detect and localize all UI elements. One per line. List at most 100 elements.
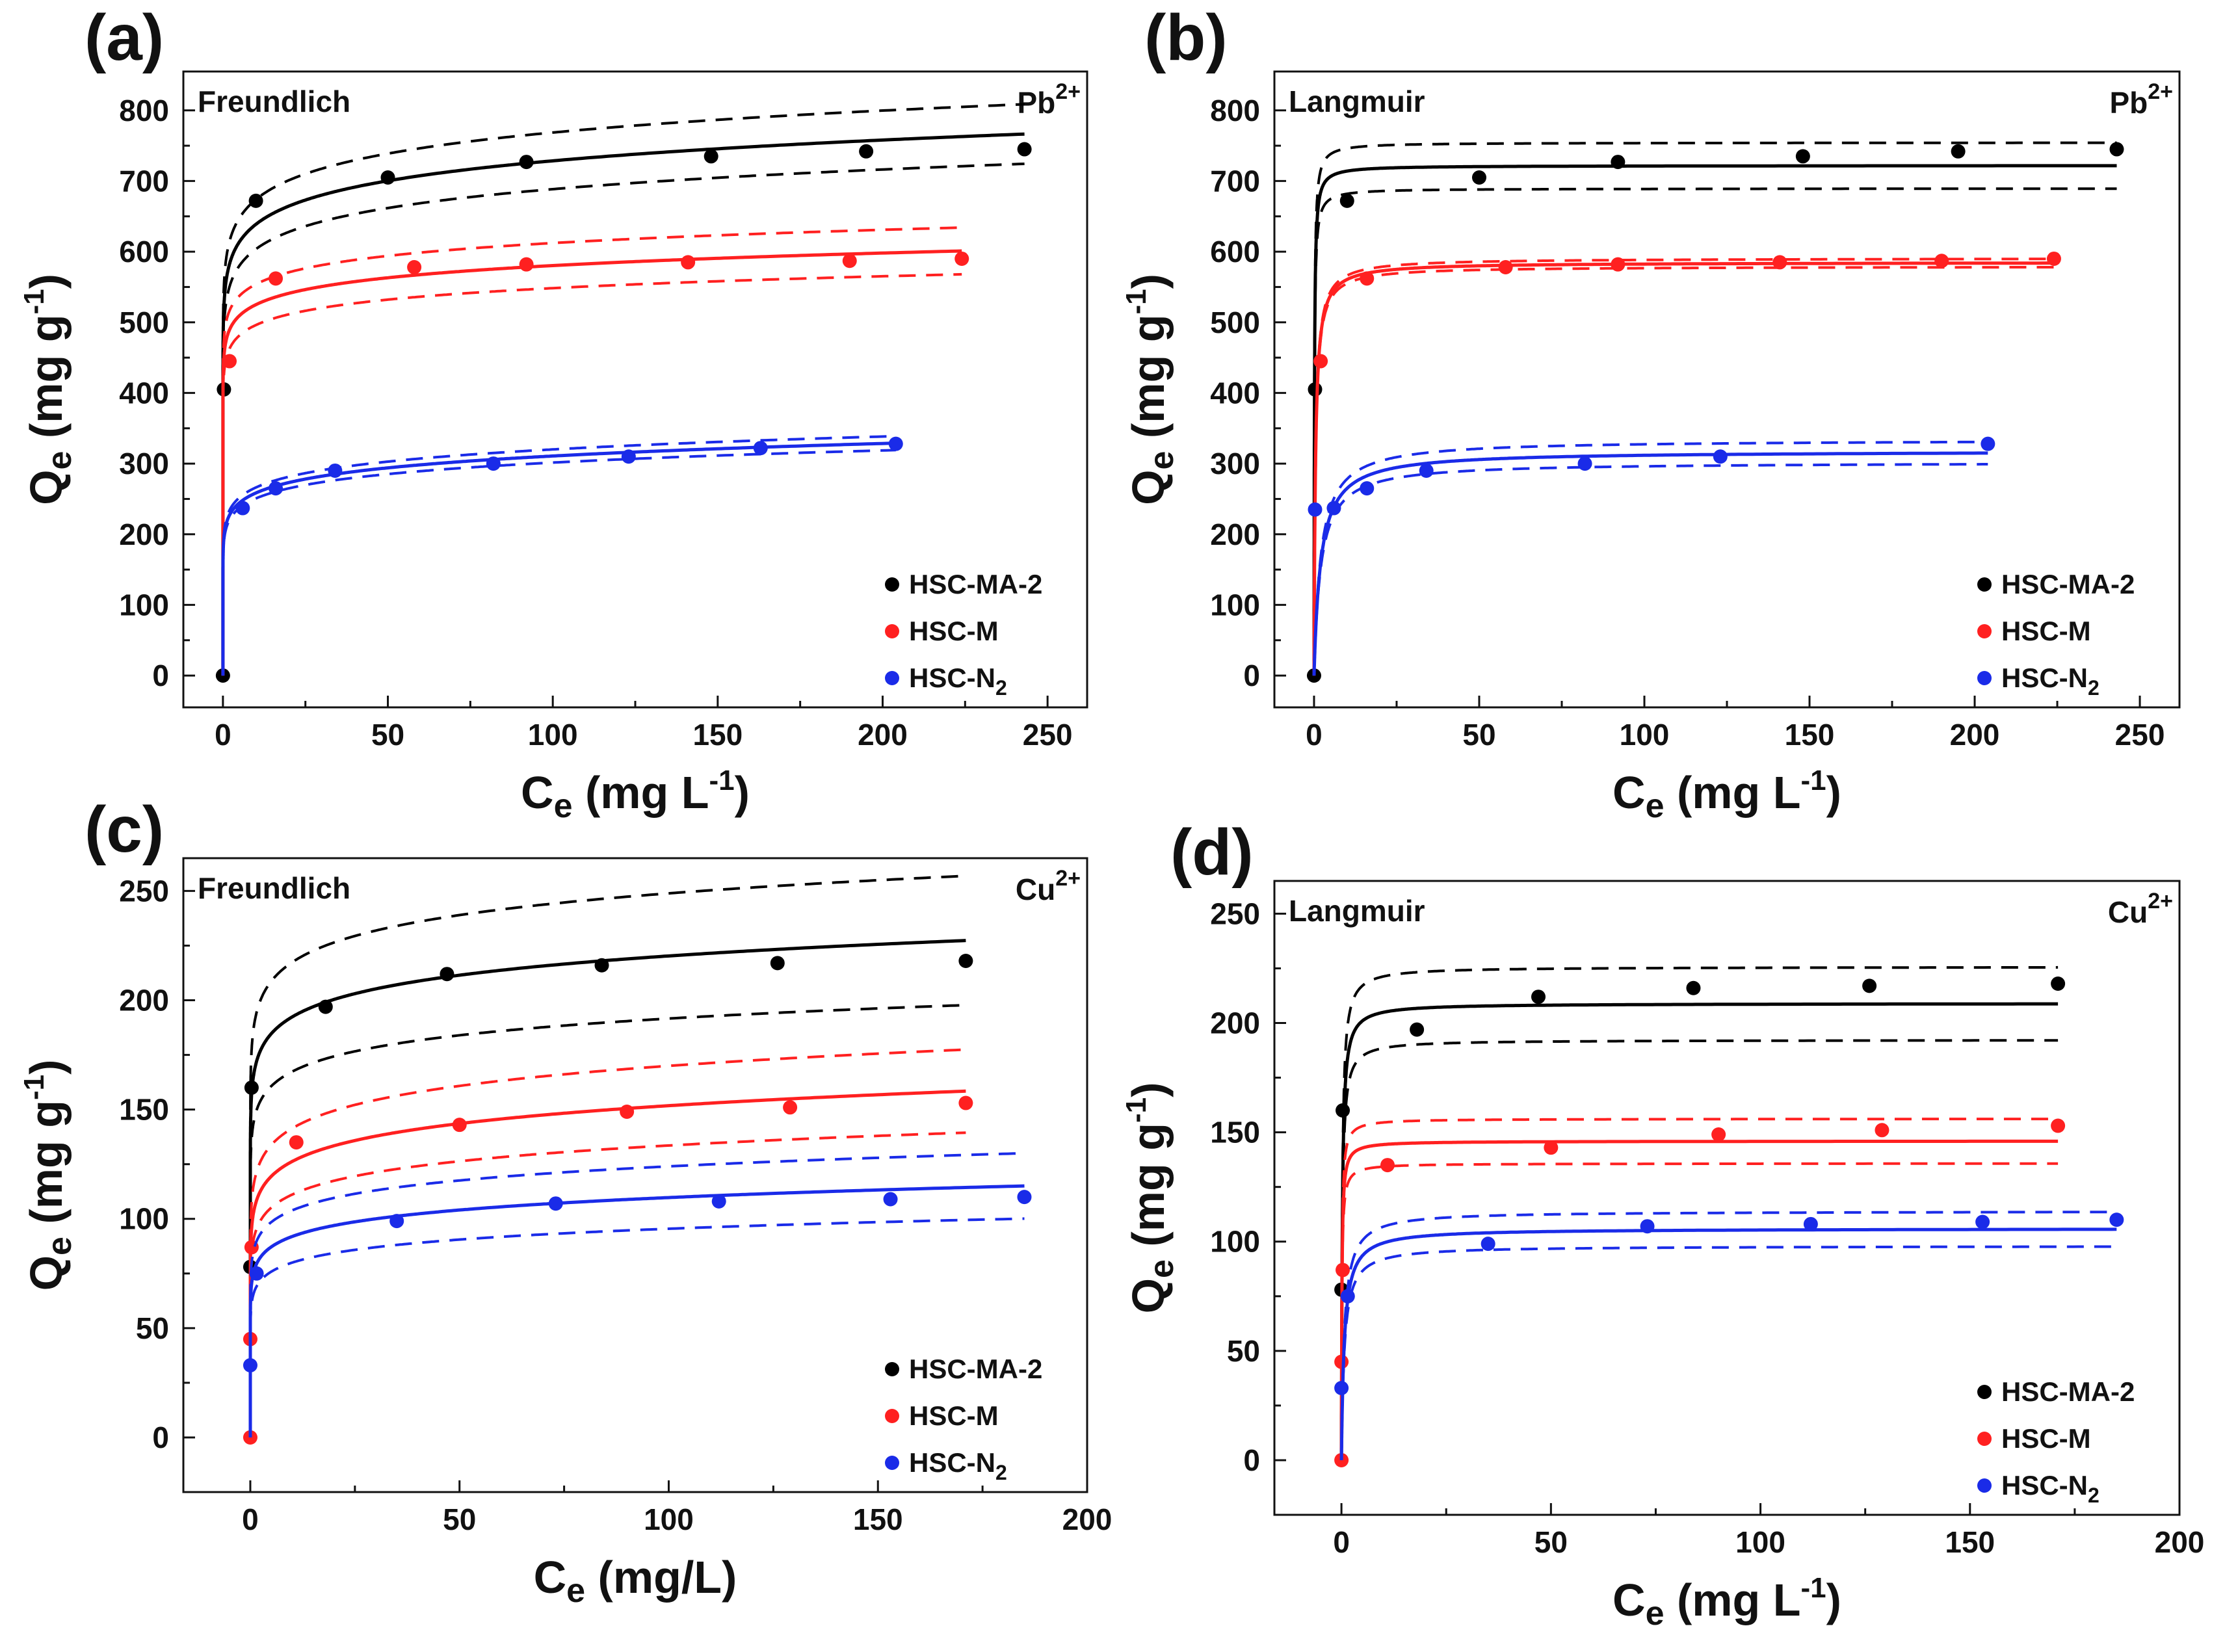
fit-curve-hsc-m xyxy=(1312,261,2054,676)
data-point-hsc-ma-2 xyxy=(1308,382,1323,397)
data-point-hsc-n2 xyxy=(2109,1213,2124,1227)
ion-label: Pb2+ xyxy=(1017,79,1081,120)
data-point-hsc-n2 xyxy=(1713,449,1728,464)
y-tick-label: 150 xyxy=(1210,1116,1260,1149)
x-axis-title: Ce (mg L-1) xyxy=(1613,765,1841,825)
y-tick-label: 50 xyxy=(136,1311,169,1345)
y-tick-label: 0 xyxy=(1243,1443,1260,1477)
y-tick-label: 150 xyxy=(119,1093,169,1127)
x-axis-title: Ce (mg L-1) xyxy=(521,765,750,825)
data-point-hsc-ma-2 xyxy=(1410,1022,1425,1037)
data-point-hsc-ma-2 xyxy=(1336,1103,1350,1118)
data-point-hsc-n2 xyxy=(548,1196,563,1211)
data-point-hsc-ma-2 xyxy=(519,155,534,170)
data-point-hsc-ma-2 xyxy=(244,1081,259,1095)
data-point-hsc-ma-2 xyxy=(859,144,874,159)
legend-marker-hsc-ma-2 xyxy=(885,577,899,592)
y-tick-label: 0 xyxy=(152,659,169,692)
data-point-hsc-m xyxy=(2051,1118,2066,1133)
data-point-hsc-n2 xyxy=(1975,1214,1990,1229)
y-axis-title: Qe (mg g-1) xyxy=(1120,274,1181,505)
x-tick-label: 0 xyxy=(1306,718,1323,752)
data-point-hsc-n2 xyxy=(753,441,768,456)
data-point-hsc-ma-2 xyxy=(1951,144,1966,159)
legend-label-hsc-m: HSC-M xyxy=(909,616,999,646)
x-tick-label: 200 xyxy=(1950,718,2000,752)
data-point-hsc-ma-2 xyxy=(2109,142,2124,157)
y-tick-label: 500 xyxy=(119,306,169,339)
x-tick-label: 150 xyxy=(692,718,743,752)
data-point-hsc-m xyxy=(1313,354,1328,369)
y-tick-label: 200 xyxy=(1210,1006,1260,1040)
data-point-hsc-n2 xyxy=(1308,502,1323,517)
data-point-hsc-m xyxy=(955,251,969,266)
x-tick-label: 50 xyxy=(371,718,404,752)
fit-curve-hsc-n2 xyxy=(1312,451,1988,676)
y-tick-label: 700 xyxy=(1210,164,1260,198)
confidence-lower-hsc-n2 xyxy=(249,1217,1025,1437)
data-point-hsc-ma-2 xyxy=(380,170,395,185)
model-label: Langmuir xyxy=(1289,894,1425,928)
data-point-hsc-m xyxy=(1611,257,1626,272)
y-tick-label: 300 xyxy=(119,447,169,480)
confidence-lower-hsc-ma-2 xyxy=(1313,187,2117,676)
x-tick-label: 50 xyxy=(443,1502,476,1536)
data-point-hsc-n2 xyxy=(888,436,903,451)
legend-marker-hsc-ma-2 xyxy=(885,1362,899,1376)
data-point-hsc-m xyxy=(1380,1158,1395,1173)
x-tick-label: 100 xyxy=(644,1502,694,1536)
data-point-hsc-ma-2 xyxy=(1862,978,1877,993)
model-label: Freundlich xyxy=(198,871,350,905)
confidence-upper-hsc-m xyxy=(1313,257,2054,676)
confidence-lower-hsc-ma-2 xyxy=(1340,1039,2059,1460)
x-tick-label: 50 xyxy=(1534,1525,1568,1559)
y-tick-label: 800 xyxy=(119,94,169,127)
x-tick-label: 100 xyxy=(1620,718,1670,752)
data-point-hsc-n2 xyxy=(1326,501,1341,516)
confidence-lower-hsc-ma-2 xyxy=(221,163,1025,676)
confidence-lower-hsc-ma-2 xyxy=(249,1004,966,1437)
panel-label: (d) xyxy=(1170,816,1254,889)
data-point-hsc-n2 xyxy=(1481,1237,1495,1252)
data-point-hsc-n2 xyxy=(328,463,343,478)
fit-curve-hsc-n2 xyxy=(221,441,896,676)
y-tick-label: 300 xyxy=(1210,447,1260,480)
data-point-hsc-ma-2 xyxy=(594,958,609,973)
legend-label-hsc-m: HSC-M xyxy=(909,1400,999,1431)
y-tick-label: 100 xyxy=(119,588,169,622)
data-point-hsc-ma-2 xyxy=(958,954,973,969)
y-tick-label: 700 xyxy=(119,164,169,198)
y-tick-label: 250 xyxy=(1210,897,1260,930)
ion-label: Cu2+ xyxy=(2108,889,2173,929)
x-tick-label: 250 xyxy=(1023,718,1073,752)
plot-frame xyxy=(182,70,1088,709)
y-tick-label: 400 xyxy=(119,376,169,410)
legend-label-hsc-ma-2: HSC-MA-2 xyxy=(2001,569,2135,599)
x-tick-label: 200 xyxy=(858,718,908,752)
x-tick-label: 0 xyxy=(1333,1525,1350,1559)
panel-label: (b) xyxy=(1144,1,1228,74)
data-point-hsc-ma-2 xyxy=(1017,142,1032,157)
legend-marker-hsc-m xyxy=(1977,624,1992,638)
panel-d: 0 50 100 150 200 0 50 100 150 200 250 (d) Langmuir Cu… xyxy=(1120,816,2204,1632)
data-point-hsc-m xyxy=(1934,254,1949,269)
data-point-hsc-m xyxy=(1334,1354,1349,1369)
fit-curve-hsc-m xyxy=(248,1089,966,1437)
data-point-hsc-ma-2 xyxy=(318,999,333,1014)
data-point-hsc-n2 xyxy=(1640,1219,1655,1234)
y-tick-label: 200 xyxy=(119,984,169,1017)
confidence-lower-hsc-m xyxy=(249,1131,966,1437)
data-point-hsc-m xyxy=(681,255,696,270)
fit-curve-hsc-ma-2 xyxy=(248,939,966,1437)
legend-label-hsc-n2: HSC-N2 xyxy=(2001,1470,2100,1507)
data-point-hsc-ma-2 xyxy=(1611,155,1626,170)
data-point-hsc-m xyxy=(1360,271,1375,286)
y-tick-label: 500 xyxy=(1210,306,1260,339)
fit-curve-hsc-m xyxy=(221,249,962,676)
data-point-hsc-ma-2 xyxy=(1795,149,1810,164)
data-point-hsc-ma-2 xyxy=(1686,980,1701,995)
confidence-upper-hsc-n2 xyxy=(249,1151,1025,1437)
data-point-hsc-m xyxy=(269,271,283,286)
y-tick-label: 600 xyxy=(119,235,169,269)
confidence-lower-hsc-m xyxy=(1313,266,2054,676)
